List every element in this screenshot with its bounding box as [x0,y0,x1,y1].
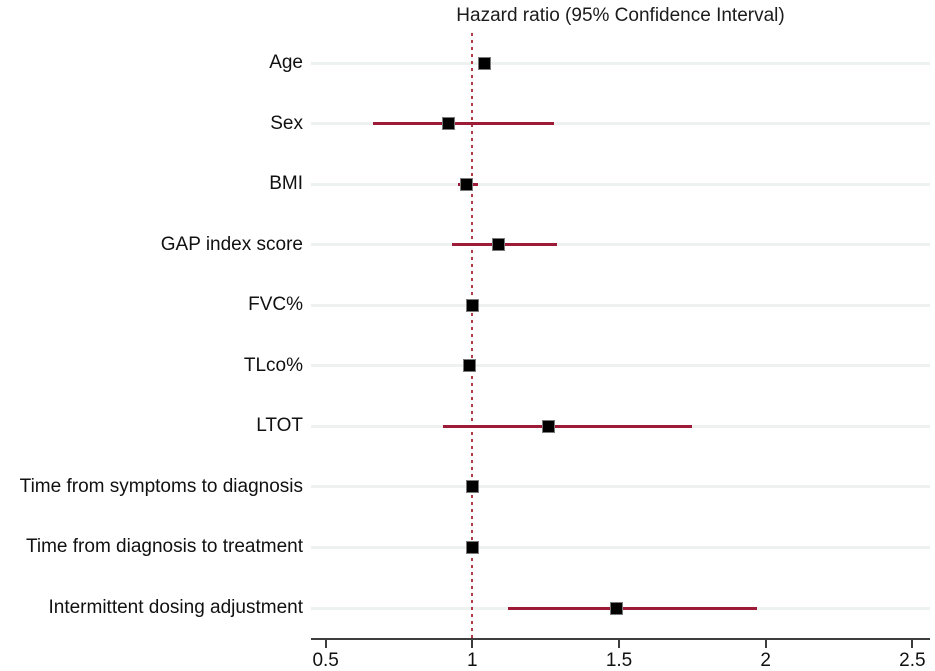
gridline [311,122,930,126]
row-label: LTOT [256,415,303,437]
row-label: Time from diagnosis to treatment [25,536,303,558]
x-tick-label: 2 [760,650,771,671]
x-tick [324,640,327,648]
hr-marker [459,177,473,191]
ci-line [372,122,555,126]
x-tick [764,640,767,648]
x-tick-label: 1 [467,650,478,671]
x-tick-label: 2.5 [899,650,926,671]
row-label: Intermittent dosing adjustment [48,597,303,619]
row-label: BMI [269,173,303,195]
gridline [311,364,930,368]
x-tick [618,640,621,648]
x-axis-line [311,638,930,640]
hr-marker [462,359,476,373]
hr-marker [465,540,479,554]
row-label: Age [269,52,303,73]
x-tick-label: 1.5 [605,650,633,671]
gridline [311,545,930,549]
row-label: FVC% [248,294,303,316]
reference-line [471,33,474,638]
gridline [311,485,930,489]
row-label: Sex [270,112,303,134]
hr-marker [442,117,456,131]
ci-line [507,606,757,610]
gridline [311,243,930,247]
hr-marker [542,419,556,433]
row-label: Time from symptoms to diagnosis [19,475,303,497]
hr-marker [477,56,491,70]
chart-title: Hazard ratio (95% Confidence Interval) [456,5,785,26]
x-tick [471,640,474,648]
hr-marker [492,238,506,252]
x-tick [911,640,914,648]
gridline [311,303,930,307]
hr-marker [609,601,623,615]
hr-marker [465,298,479,312]
hr-marker [465,480,479,494]
gridline [311,61,930,65]
ci-line [443,424,693,428]
x-tick-label: 0.5 [312,650,339,671]
gridline [311,182,930,186]
row-label: GAP index score [160,233,303,255]
row-label: TLco% [243,354,303,376]
